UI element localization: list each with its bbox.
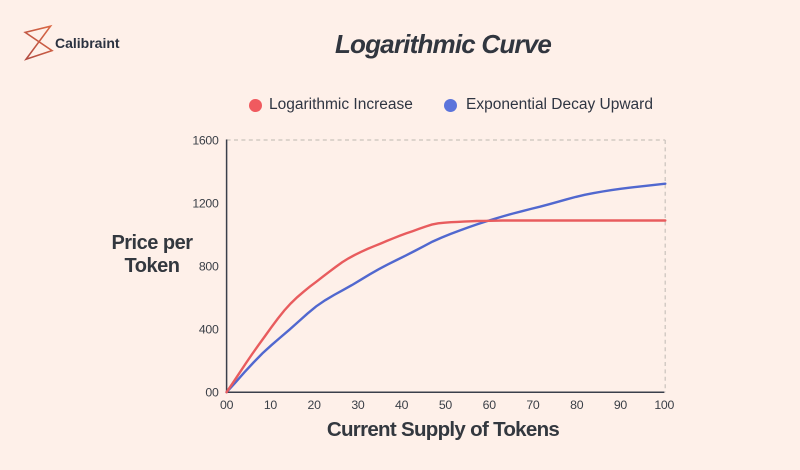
- svg-text:1600: 1600: [192, 133, 219, 147]
- svg-text:90: 90: [614, 398, 628, 412]
- svg-text:50: 50: [439, 398, 453, 412]
- svg-text:80: 80: [570, 398, 584, 412]
- svg-text:10: 10: [264, 398, 278, 412]
- svg-text:800: 800: [199, 259, 219, 273]
- svg-text:30: 30: [351, 398, 365, 412]
- svg-text:400: 400: [199, 322, 219, 336]
- svg-text:20: 20: [308, 398, 322, 412]
- svg-text:70: 70: [526, 398, 540, 412]
- svg-text:100: 100: [654, 398, 674, 412]
- svg-text:1200: 1200: [192, 196, 219, 210]
- svg-text:00: 00: [205, 385, 219, 399]
- svg-text:60: 60: [483, 398, 497, 412]
- svg-text:40: 40: [395, 398, 409, 412]
- svg-text:00: 00: [220, 398, 234, 412]
